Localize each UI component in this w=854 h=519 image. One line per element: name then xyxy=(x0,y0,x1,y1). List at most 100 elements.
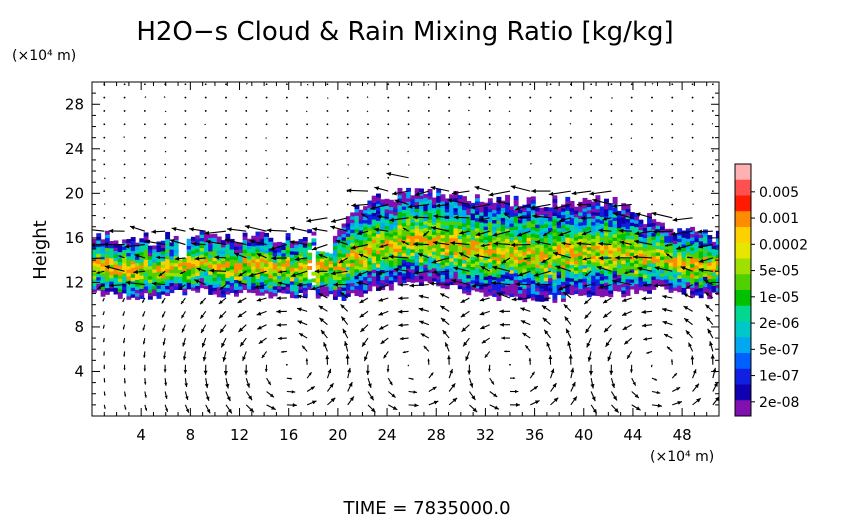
cloud-cell xyxy=(543,233,549,238)
cloud-cell xyxy=(190,270,196,275)
wind-vector xyxy=(598,228,612,233)
cloud-cell xyxy=(277,251,282,256)
cloud-cell xyxy=(406,191,412,196)
colorbar-swatch xyxy=(735,179,751,196)
wind-vector xyxy=(374,227,389,232)
cloud-cell xyxy=(685,231,691,236)
cloud-cell xyxy=(423,230,429,235)
cloud-cell xyxy=(690,253,696,258)
cloud-cell xyxy=(203,235,209,240)
cloud-cell xyxy=(548,250,554,255)
cloud-cell xyxy=(315,277,321,282)
cloud-cell xyxy=(440,200,446,205)
cloud-cell xyxy=(595,238,601,243)
cloud-cell xyxy=(685,244,691,249)
cloud-cell xyxy=(444,205,450,210)
cloud-cell xyxy=(165,245,171,250)
cloud-cell xyxy=(466,247,472,252)
cloud-cell xyxy=(393,264,399,269)
cloud-cell xyxy=(517,269,523,274)
cloud-cell xyxy=(591,234,597,239)
cloud-cell xyxy=(139,274,145,279)
cloud-cell xyxy=(638,239,644,244)
cloud-cell xyxy=(388,216,394,221)
cloud-cell xyxy=(367,284,373,288)
wind-vector xyxy=(621,297,632,302)
wind-vector xyxy=(549,136,552,139)
wind-vector xyxy=(178,284,186,291)
cloud-cell xyxy=(212,237,218,242)
cloud-cell xyxy=(427,235,433,240)
cloud-cell xyxy=(397,241,403,246)
cloud-cell xyxy=(582,281,588,286)
cloud-cell xyxy=(393,258,399,263)
wind-vector xyxy=(225,96,227,99)
cloud-cell xyxy=(474,217,480,222)
cloud-cell xyxy=(642,254,648,259)
cloud-cell xyxy=(281,252,287,257)
wind-vector xyxy=(346,150,349,152)
cloud-cell xyxy=(638,236,644,241)
wind-vector xyxy=(184,190,187,193)
cloud-cell xyxy=(375,250,381,255)
cloud-cell xyxy=(229,245,235,250)
wind-vector xyxy=(651,136,653,139)
cloud-cell xyxy=(548,214,554,219)
cloud-cell xyxy=(474,230,480,235)
cloud-cell xyxy=(492,209,498,214)
wind-vector xyxy=(711,203,714,206)
cloud-cell xyxy=(143,255,149,260)
cloud-cell xyxy=(569,224,575,229)
cloud-cell xyxy=(139,238,145,243)
wind-vector xyxy=(407,364,410,367)
cloud-cell xyxy=(419,195,424,200)
cloud-cell xyxy=(703,256,708,261)
cloud-cell xyxy=(143,242,149,247)
cloud-cell xyxy=(401,269,407,274)
cloud-cell xyxy=(307,259,313,264)
wind-vector xyxy=(191,241,206,247)
cloud-cell xyxy=(659,226,665,230)
cloud-cell xyxy=(332,265,338,270)
cloud-cell xyxy=(453,264,459,269)
cloud-cell xyxy=(526,280,532,285)
wind-vector xyxy=(549,96,552,99)
cloud-cell xyxy=(147,279,153,283)
cloud-cell xyxy=(526,203,532,208)
cloud-cell xyxy=(388,276,394,281)
cloud-cell xyxy=(307,286,313,290)
cloud-cell xyxy=(354,288,360,293)
cloud-cell xyxy=(582,264,588,269)
cloud-cell xyxy=(139,258,145,263)
cloud-cell xyxy=(638,263,644,268)
cloud-cell xyxy=(595,285,601,290)
cloud-cell xyxy=(289,264,295,269)
cloud-cell xyxy=(165,265,171,270)
cloud-cell xyxy=(543,247,549,252)
cloud-cell xyxy=(612,196,618,201)
cloud-cell xyxy=(225,260,231,265)
cloud-cell xyxy=(625,258,631,263)
cloud-cell xyxy=(380,202,386,207)
cloud-cell xyxy=(160,254,166,258)
cloud-cell xyxy=(569,277,575,282)
cloud-cell xyxy=(543,230,549,235)
cloud-cell xyxy=(457,238,463,243)
cloud-cell xyxy=(513,245,519,250)
cloud-cell xyxy=(444,201,450,206)
cloud-cell xyxy=(130,277,136,282)
cloud-cell xyxy=(578,291,584,296)
cloud-cell xyxy=(457,278,463,283)
cloud-cell xyxy=(651,272,657,277)
cloud-cell xyxy=(647,263,652,268)
wind-vector xyxy=(204,96,207,99)
wind-vector xyxy=(326,382,334,392)
cloud-cell xyxy=(483,266,489,271)
cloud-cell xyxy=(492,229,498,234)
wind-vector xyxy=(306,400,317,406)
wind-vector xyxy=(653,283,673,288)
cloud-cell xyxy=(483,286,489,291)
cloud-cell xyxy=(122,256,128,261)
wind-vector xyxy=(710,354,715,365)
cloud-cell xyxy=(182,281,188,286)
